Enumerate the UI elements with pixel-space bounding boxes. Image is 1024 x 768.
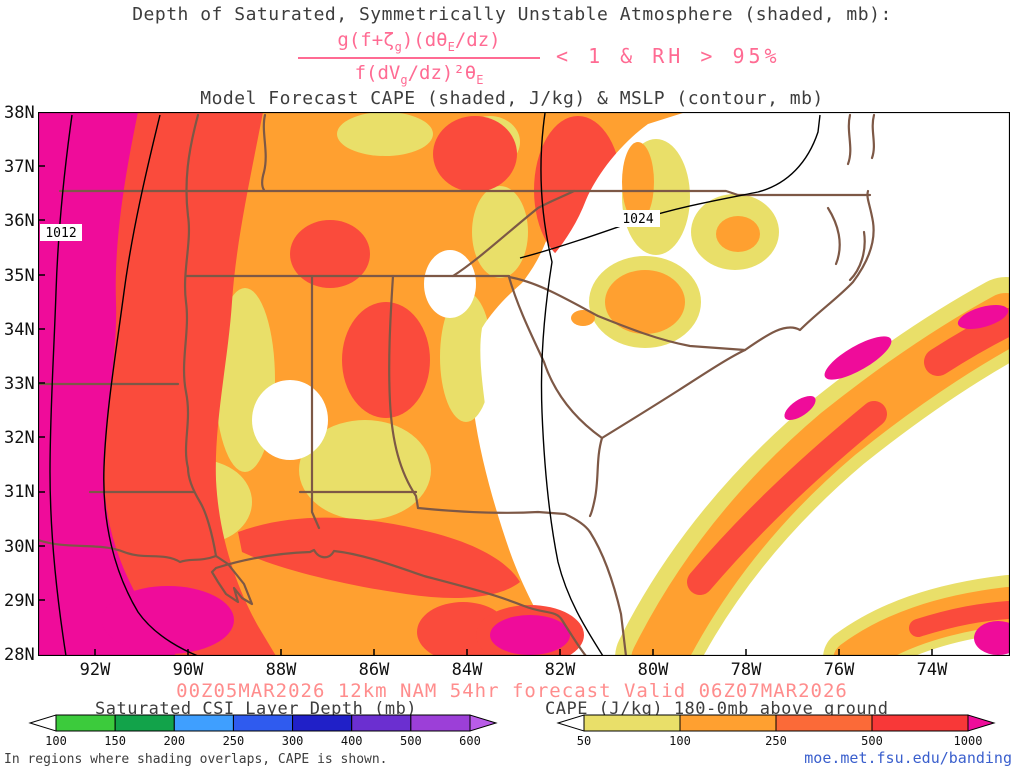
- contour-label-1024: 1024: [616, 210, 660, 227]
- lon-label: 84W: [451, 660, 483, 680]
- colorbar-tick-label: 500: [861, 734, 883, 748]
- colorbar-arrow-right: [967, 714, 996, 732]
- lat-label: 28N: [4, 645, 35, 665]
- lon-label: 76W: [823, 660, 855, 680]
- colorbar-arrow-left: [28, 714, 57, 732]
- colorbar-segment: [173, 714, 234, 732]
- colorbar-segment: [232, 714, 294, 732]
- lon-label: 82W: [544, 660, 576, 680]
- lat-label: 34N: [4, 320, 35, 340]
- colorbar-segment: [871, 714, 969, 732]
- colorbar-tick-label: 500: [400, 734, 422, 748]
- lon-label: 74W: [916, 660, 948, 680]
- colorbar-tick-label: 400: [341, 734, 363, 748]
- cape-colorbar-title: CAPE (J/kg) 180-0mb above ground: [545, 699, 889, 719]
- colorbar-tick-label: 600: [459, 734, 481, 748]
- colorbar-tick-label: 1000: [954, 734, 983, 748]
- pressure-contours: [49, 112, 821, 657]
- colorbar-segment: [351, 714, 412, 732]
- lat-label: 31N: [4, 482, 35, 502]
- overlap-note: In regions where shading overlaps, CAPE …: [4, 752, 388, 767]
- website-link[interactable]: moe.met.fsu.edu/banding: [804, 749, 1012, 767]
- formula-denominator: f(dVg/dz)²θE: [298, 56, 540, 87]
- page-title: Depth of Saturated, Symmetrically Unstab…: [132, 4, 892, 25]
- colorbar-tick-label: 300: [282, 734, 304, 748]
- colorbar-segment: [114, 714, 175, 732]
- lon-label: 80W: [637, 660, 669, 680]
- lat-label: 38N: [4, 103, 35, 123]
- axis-ticks: [38, 165, 933, 656]
- map-frame: [37, 111, 1011, 657]
- lat-label: 29N: [4, 591, 35, 611]
- lat-label: 36N: [4, 211, 35, 231]
- forecast-valid-time: 00Z05MAR2026 12km NAM 54hr forecast Vali…: [176, 680, 848, 702]
- state-borders: [36, 113, 876, 658]
- colorbar-tick-label: 250: [223, 734, 245, 748]
- svg-text:1012: 1012: [45, 226, 76, 241]
- map-plot-area: 1012 1024: [36, 111, 1024, 699]
- lat-label: 32N: [4, 428, 35, 448]
- lon-label: 90W: [172, 660, 204, 680]
- colorbar-segment: [292, 714, 353, 732]
- lon-label: 86W: [358, 660, 390, 680]
- lat-label: 33N: [4, 374, 35, 394]
- colorbar-tick-label: 50: [577, 734, 591, 748]
- map-subtitle: Model Forecast CAPE (shaded, J/kg) & MSL…: [200, 88, 824, 109]
- colorbar-tick-label: 150: [104, 734, 126, 748]
- colorbar-segment: [775, 714, 873, 732]
- colorbar-segment: [410, 714, 471, 732]
- cape-colorbar: 50 100 250 500 1000: [556, 714, 996, 748]
- formula-fraction: g(f+ζg)(dθE/dz) f(dVg/dz)²θE: [298, 29, 540, 87]
- colorbar-segment: [679, 714, 777, 732]
- lat-label: 37N: [4, 157, 35, 177]
- lat-label: 30N: [4, 537, 35, 557]
- colorbar-arrow-left: [556, 714, 585, 732]
- lon-label: 88W: [265, 660, 297, 680]
- colorbar-segment: [583, 714, 681, 732]
- lon-label: 78W: [730, 660, 762, 680]
- csi-colorbar-title: Saturated CSI Layer Depth (mb): [95, 699, 418, 719]
- lat-label: 35N: [4, 266, 35, 286]
- forecast-map: 1012 1024: [36, 111, 1024, 699]
- colorbar-tick-label: 200: [163, 734, 185, 748]
- colorbar-tick-label: 100: [669, 734, 691, 748]
- lon-label: 92W: [79, 660, 111, 680]
- formula-numerator: g(f+ζg)(dθE/dz): [337, 29, 501, 54]
- contour-label-1012: 1012: [40, 224, 82, 241]
- colorbar-segment: [55, 714, 116, 732]
- colorbar-tick-label: 250: [765, 734, 787, 748]
- colorbar-tick-label: 100: [45, 734, 67, 748]
- csi-colorbar: 100 150 200 250 300 400 500 600: [28, 714, 498, 748]
- svg-text:1024: 1024: [622, 212, 653, 227]
- formula-condition: < 1 & RH > 95%: [556, 44, 781, 68]
- colorbar-arrow-right: [469, 714, 498, 732]
